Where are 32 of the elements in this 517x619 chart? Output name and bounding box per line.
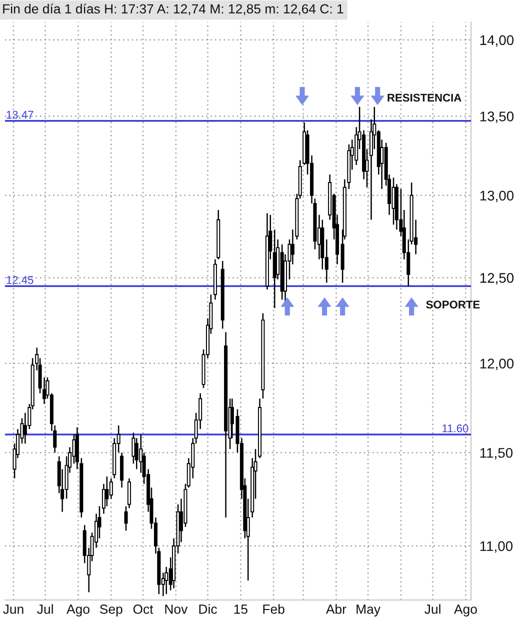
candlestick: [120, 452, 124, 488]
ref-line-label: 11.60: [442, 424, 468, 432]
annotation: RESISTENCIA: [388, 94, 462, 102]
y-tick-label: 14,00: [480, 35, 514, 47]
y-tick-label: 13,00: [480, 190, 514, 202]
chart-title: Fin de día 1 días H: 17:37 A: 12,74 M: 12,85 m: 12,64 C: 1: [3, 4, 344, 16]
x-tick-label: Abr: [326, 604, 346, 614]
y-tick-label: 12,50: [480, 273, 514, 284]
ref-line-label: 13.47: [6, 110, 34, 119]
x-tick-label: Ago: [454, 604, 477, 616]
candlestick: [127, 478, 131, 509]
x-tick-label: Jul: [37, 604, 53, 614]
annotation: SOPORTE: [426, 300, 480, 309]
x-tick-label: Sep: [100, 604, 122, 616]
candlestick: [164, 566, 168, 595]
x-tick-label: Oct: [133, 604, 154, 614]
y-tick-label: 11,00: [480, 541, 513, 553]
x-tick-label: Dic: [199, 604, 217, 614]
ref-line-label: 12.45: [6, 276, 34, 284]
y-tick-label: 13,50: [480, 112, 514, 124]
x-tick-label: Jun: [3, 604, 24, 614]
y-tick-label: 12,00: [480, 358, 514, 370]
x-tick-label: 15: [234, 604, 248, 614]
candlestick: [109, 478, 113, 500]
x-tick-label: May: [356, 604, 380, 616]
candlestick: [124, 506, 128, 532]
y-tick-label: 11,50: [480, 448, 513, 460]
x-tick-label: Feb: [263, 604, 284, 614]
x-tick-label: Ago: [66, 604, 90, 616]
x-tick-label: Jul: [424, 604, 440, 614]
candlestick: [105, 476, 109, 507]
x-tick-label: Nov: [165, 604, 188, 614]
